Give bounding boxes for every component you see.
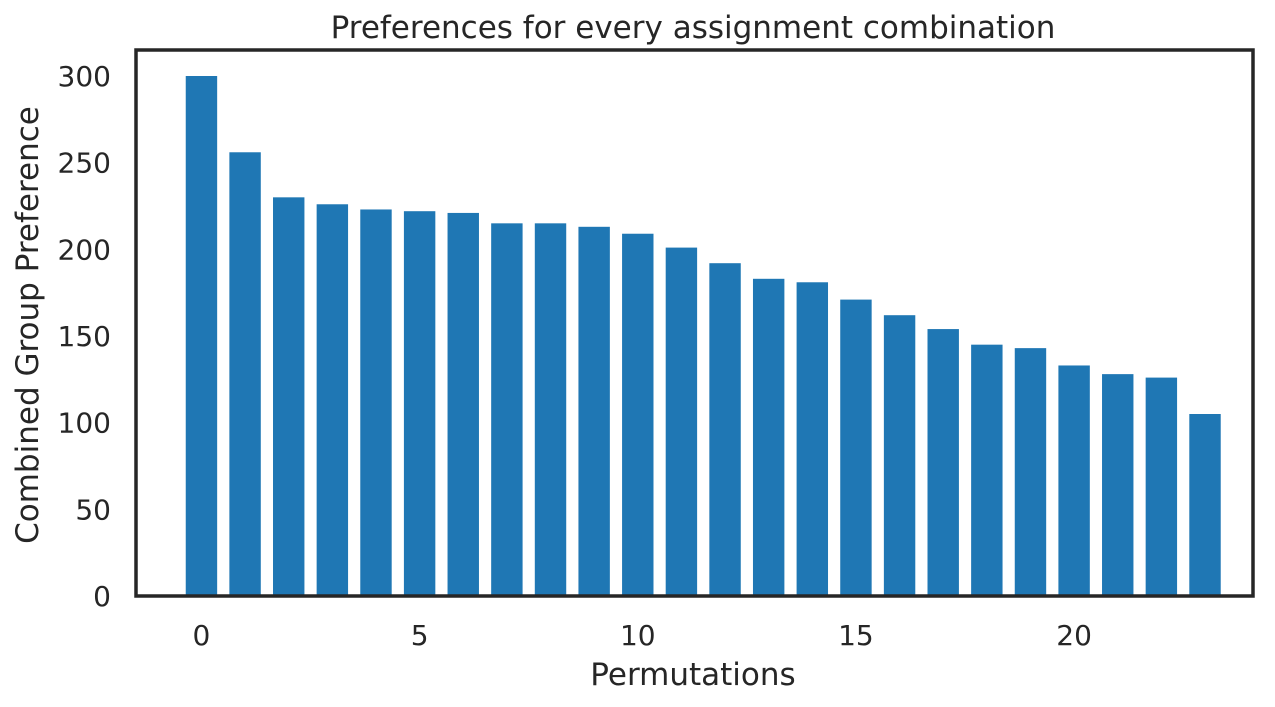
y-tick-label: 300 — [58, 60, 111, 93]
y-tick-label: 100 — [58, 407, 111, 440]
bar-9 — [578, 226, 610, 597]
bar-3 — [316, 204, 349, 596]
bar-18 — [971, 344, 1003, 596]
bar-5 — [403, 211, 436, 596]
x-axis-title: Permutations — [590, 657, 795, 693]
bar-21 — [1102, 374, 1134, 596]
bar-0 — [185, 76, 218, 596]
bar-10 — [622, 233, 654, 597]
bars-group — [185, 76, 1221, 597]
x-tick-label: 20 — [1056, 619, 1092, 652]
bar-19 — [1014, 348, 1047, 596]
bar-6 — [447, 212, 479, 596]
bar-7 — [491, 223, 523, 596]
x-tick-labels: 0 5 10 15 20 — [193, 619, 1092, 652]
bar-4 — [360, 209, 392, 596]
y-tick-label: 0 — [93, 580, 111, 613]
bar-20 — [1058, 365, 1090, 596]
x-tick-label: 5 — [411, 619, 429, 652]
bar-1 — [229, 152, 261, 596]
x-tick-label: 15 — [838, 619, 874, 652]
y-tick-label: 250 — [58, 147, 111, 180]
bar-15 — [840, 299, 872, 596]
bar-23 — [1189, 414, 1221, 596]
y-tick-labels: 0 50 100 150 200 250 300 — [58, 60, 111, 613]
x-tick-label: 10 — [620, 619, 656, 652]
bar-17 — [927, 329, 959, 596]
y-tick-label: 50 — [75, 493, 111, 526]
bar-11 — [665, 247, 698, 596]
bar-13 — [752, 278, 785, 596]
y-tick-label: 150 — [58, 320, 111, 353]
chart-title: Preferences for every assignment combina… — [331, 10, 1056, 46]
x-tick-label: 0 — [193, 619, 211, 652]
bar-22 — [1145, 377, 1178, 596]
y-axis-title: Combined Group Preference — [10, 106, 46, 544]
bar-16 — [883, 315, 916, 596]
bar-8 — [534, 223, 567, 596]
bar-2 — [273, 197, 305, 596]
bar-12 — [709, 263, 741, 596]
y-tick-label: 200 — [58, 233, 111, 266]
plot-frame — [134, 48, 1255, 598]
bar-14 — [796, 282, 829, 596]
